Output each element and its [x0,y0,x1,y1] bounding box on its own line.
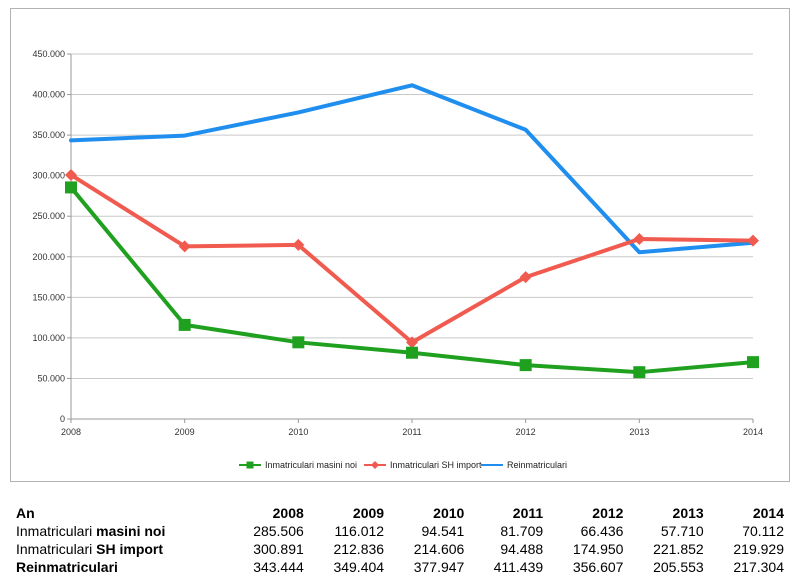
table-cell: 285.506 [253,523,304,539]
table-row: Inmatriculari SH import 300.891 212.836 … [12,540,788,558]
data-point [747,356,759,369]
table-cell: 94.488 [500,541,544,557]
table-cell: 212.836 [333,541,385,557]
legend: Inmatriculari masini noi Inmatriculari SH… [239,460,567,470]
table-cell: 174.950 [572,541,624,557]
table-cell: 221.852 [653,541,704,557]
data-point [519,359,532,372]
data-table: An 2008 2009 2010 2011 2012 2013 2014 In… [12,504,788,576]
chart-frame: 0 50.000 100.000 150.000 200.000 250.000 300.0… [10,8,790,482]
row-label-bold: masini noi [96,523,166,539]
x-tick-label: 2012 [516,427,536,437]
y-tick-label: 50.000 [37,373,65,383]
data-point [292,336,305,349]
table-year-header: 2009 [352,505,385,521]
x-tick-label: 2013 [629,427,649,437]
series-line [69,172,755,345]
table-row: Reinmatriculari 343.444 349.404 377.947 … [12,558,788,576]
data-point [65,168,77,181]
data-point [406,336,418,349]
table-row-label: Inmatriculari masini noi [12,522,228,540]
table-year-header: 2010 [433,505,465,521]
x-tick-label: 2008 [61,427,81,437]
table-cell: 116.012 [334,523,385,539]
y-tick-label: 150.000 [32,292,65,302]
y-tick-label: 300.000 [32,171,65,181]
table-row: Inmatriculari masini noi 285.506 116.012… [12,522,788,540]
data-point [65,181,77,194]
y-tick-label: 200.000 [32,252,65,262]
y-tick-label: 0 [60,414,65,424]
table-cell: 343.444 [253,559,304,575]
y-tick-label: 350.000 [32,130,65,140]
axes: 0 50.000 100.000 150.000 200.000 250.000 300.0… [32,49,763,437]
legend-label: Inmatriculari masini noi [265,460,357,470]
table-cell: 81.709 [500,523,544,539]
table-header-row: An 2008 2009 2010 2011 2012 2013 2014 [12,504,788,522]
row-label-plain: Inmatriculari [16,541,97,557]
x-tick-label: 2011 [402,427,421,437]
data-point [406,346,418,359]
row-label-bold: Reinmatriculari [16,559,118,575]
line-chart: 0 50.000 100.000 150.000 200.000 250.000 300.0… [32,49,763,470]
table-cell: 66.436 [580,523,624,539]
table-cell: 57.710 [660,523,704,539]
y-tick-label: 100.000 [32,333,65,343]
table-year-header: 2011 [512,505,544,521]
legend-marker [371,461,379,469]
x-tick-label: 2009 [175,427,195,437]
table-header-label: An [16,505,35,521]
table-cell: 94.541 [421,523,465,539]
series-lines [65,83,759,379]
x-tick-label: 2010 [288,427,308,437]
table-cell: 217.304 [733,559,784,575]
table-cell: 300.891 [253,541,304,557]
data-point [178,240,191,253]
table-cell: 377.947 [413,559,465,575]
table-year-header: 2008 [272,505,304,521]
data-point [633,233,646,246]
table-row-label: Reinmatriculari [12,558,228,576]
y-tick-label: 450.000 [32,49,65,59]
legend-label: Reinmatriculari [507,460,567,470]
series-line [69,83,755,255]
data-point [747,234,759,247]
row-label-plain: Inmatriculari [16,523,97,539]
table-cell: 219.929 [733,541,784,557]
data-point [292,238,305,251]
legend-label: Inmatriculari SH import [390,460,482,470]
table-row-label: Inmatriculari SH import [12,540,228,558]
grid-lines [71,53,753,420]
table-cell: 205.553 [653,559,704,575]
table-cell: 411.439 [493,559,544,575]
table-cell: 70.112 [742,523,784,539]
y-tick-label: 250.000 [32,211,65,221]
data-point [519,271,532,284]
table-year-header: 2012 [592,505,624,521]
table-cell: 356.607 [572,559,624,575]
data-point [178,318,191,331]
table-year-header: 2014 [752,505,784,521]
data-point [633,366,646,379]
table-cell: 214.606 [413,541,465,557]
table-cell: 349.404 [333,559,385,575]
y-tick-label: 400.000 [32,90,65,100]
table-year-header: 2013 [672,505,704,521]
legend-marker [246,461,254,469]
row-label-bold: SH import [96,541,164,557]
x-tick-label: 2014 [743,427,763,437]
